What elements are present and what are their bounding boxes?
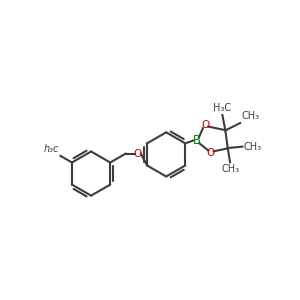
Text: h₃c: h₃c (44, 144, 59, 154)
Text: CH₃: CH₃ (221, 164, 239, 174)
Text: H₃C: H₃C (213, 103, 232, 113)
Text: O: O (206, 148, 215, 158)
Text: CH₃: CH₃ (244, 142, 262, 152)
Text: O: O (201, 120, 209, 130)
Text: CH₃: CH₃ (241, 111, 260, 121)
Text: B: B (192, 134, 201, 147)
Text: O: O (134, 149, 142, 159)
